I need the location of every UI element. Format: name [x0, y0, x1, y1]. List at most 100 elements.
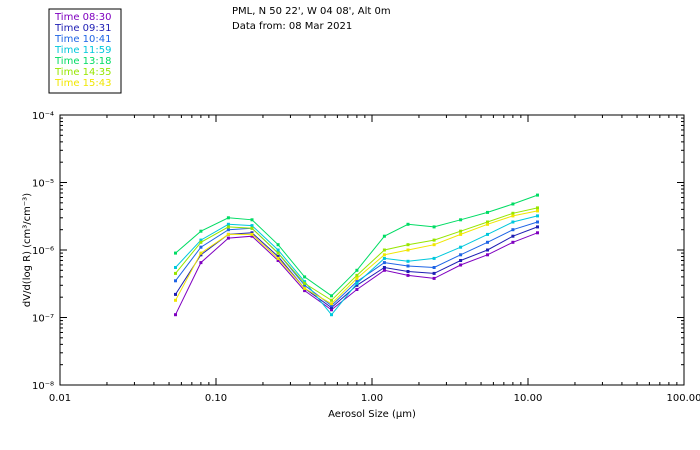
data-point	[382, 256, 386, 260]
data-point	[330, 298, 333, 302]
data-point	[355, 280, 359, 284]
data-point	[276, 255, 280, 258]
data-point	[174, 279, 177, 283]
plot-frame	[59, 114, 685, 386]
data-point	[511, 211, 515, 215]
series-line	[175, 232, 538, 315]
data-point	[226, 225, 230, 229]
data-point	[459, 263, 463, 267]
data-point	[432, 225, 436, 229]
legend-entry: Time 14:35	[54, 67, 111, 78]
series-layer	[174, 193, 539, 317]
data-point	[330, 313, 333, 317]
data-point	[276, 259, 280, 262]
data-point	[226, 222, 230, 226]
data-point	[250, 226, 254, 230]
data-point	[432, 271, 436, 275]
data-point	[174, 266, 177, 269]
y-tick-label: 10⁻⁸	[32, 381, 54, 392]
y-tick-label: 10⁻⁵	[32, 179, 54, 190]
data-point	[355, 273, 359, 277]
data-point	[276, 248, 280, 252]
data-point	[226, 228, 230, 232]
data-point	[330, 302, 333, 306]
data-point	[303, 280, 307, 284]
legend-entry: Time 13:18	[54, 56, 111, 67]
data-point	[536, 231, 539, 235]
data-point	[303, 275, 307, 279]
data-point	[382, 261, 386, 265]
data-point	[459, 218, 463, 222]
data-point	[536, 225, 539, 229]
data-point	[330, 308, 333, 312]
x-tick-label: 0.01	[49, 393, 71, 404]
data-point	[355, 288, 359, 291]
data-point	[355, 276, 359, 280]
data-point	[406, 264, 410, 268]
data-point	[486, 253, 489, 257]
chart-title-line1: PML, N 50 22', W 04 08', Alt 0m	[232, 6, 391, 17]
data-point	[330, 304, 333, 308]
data-point	[226, 232, 230, 236]
data-point	[276, 243, 280, 247]
data-point	[174, 292, 177, 296]
data-point	[432, 276, 436, 280]
data-point	[459, 259, 463, 262]
data-point	[382, 268, 386, 272]
data-point	[276, 256, 280, 260]
legend-entry: Time 11:59	[54, 45, 111, 56]
data-point	[303, 286, 307, 290]
data-point	[382, 266, 386, 269]
data-point	[459, 245, 463, 249]
data-point	[432, 266, 436, 269]
y-tick-label: 10⁻⁶	[32, 246, 54, 257]
data-point	[276, 251, 280, 255]
data-point	[486, 210, 489, 214]
data-point	[250, 232, 254, 236]
data-point	[511, 214, 515, 218]
data-point	[199, 251, 203, 255]
x-tick-label: 1.00	[361, 393, 383, 404]
data-point	[250, 231, 254, 235]
data-point	[226, 236, 230, 240]
data-point	[250, 224, 254, 228]
data-point	[511, 234, 515, 238]
data-point	[355, 283, 359, 287]
data-point	[406, 273, 410, 277]
data-point	[199, 261, 203, 265]
x-axis-label: Aerosol Size (µm)	[328, 409, 416, 420]
y-tick-label: 10⁻⁴	[32, 111, 54, 122]
data-point	[174, 251, 177, 255]
data-point	[174, 271, 177, 275]
data-point	[432, 256, 436, 260]
legend-entry: Time 15:43	[54, 78, 111, 89]
legend-entry: Time 08:30	[54, 12, 111, 23]
data-point	[536, 206, 539, 210]
legend-box	[48, 8, 122, 94]
data-point	[536, 209, 539, 213]
data-point	[355, 268, 359, 272]
data-point	[486, 220, 489, 224]
data-point	[199, 253, 203, 257]
data-point	[536, 220, 539, 224]
data-point	[406, 270, 410, 273]
data-point	[406, 259, 410, 263]
data-point	[199, 229, 203, 233]
data-point	[459, 229, 463, 233]
y-axis-label: dV/d(log R) (cm³/cm⁻³)	[22, 193, 33, 307]
data-point	[250, 234, 254, 238]
data-point	[459, 232, 463, 236]
data-point	[511, 220, 515, 224]
x-tick-label: 0.10	[205, 393, 227, 404]
data-point	[303, 289, 307, 293]
data-point	[511, 202, 515, 206]
x-tick-label: 10.00	[514, 393, 543, 404]
data-point	[382, 248, 386, 252]
data-point	[486, 222, 489, 226]
data-point	[432, 243, 436, 247]
axis-ticks: 0.01 0.10 1.00 10.00 100.00 10⁻⁸ 10⁻⁷ 10⁻⁶ 10⁻⁵ 1…	[32, 111, 700, 404]
data-point	[406, 243, 410, 247]
data-point	[382, 253, 386, 257]
